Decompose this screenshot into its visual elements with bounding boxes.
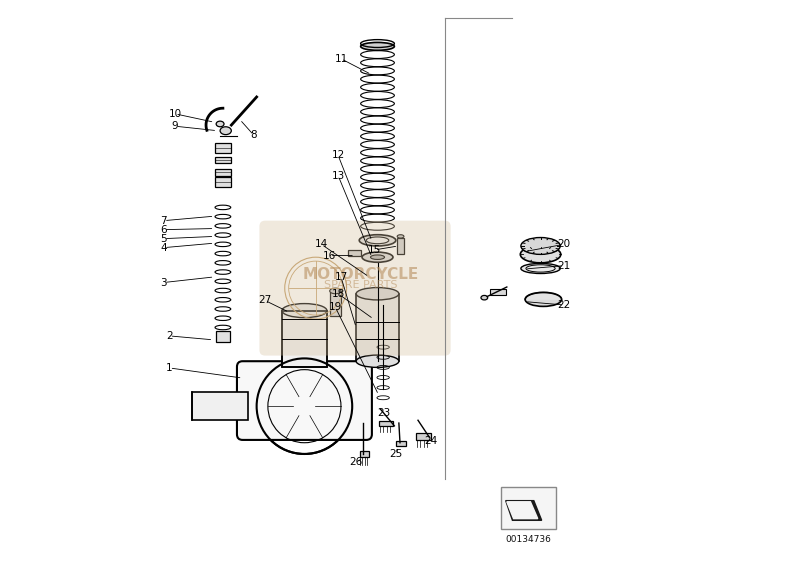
Text: 1: 1	[166, 363, 173, 373]
Ellipse shape	[356, 288, 399, 300]
Text: 27: 27	[258, 295, 272, 306]
Ellipse shape	[520, 246, 561, 263]
Text: 6: 6	[161, 225, 167, 234]
Text: 13: 13	[331, 171, 345, 181]
Text: 17: 17	[334, 272, 347, 282]
Ellipse shape	[282, 303, 327, 318]
Bar	[378, 421, 394, 427]
Polygon shape	[507, 502, 538, 519]
Text: 21: 21	[558, 260, 570, 271]
Text: 8: 8	[250, 130, 257, 140]
Ellipse shape	[521, 263, 560, 273]
Bar	[396, 441, 406, 446]
Ellipse shape	[330, 288, 341, 294]
Text: 24: 24	[424, 436, 438, 446]
Bar	[216, 332, 230, 341]
Ellipse shape	[216, 121, 224, 127]
Bar	[282, 311, 327, 367]
FancyBboxPatch shape	[259, 221, 450, 355]
Text: MOTORCYCLE: MOTORCYCLE	[302, 267, 418, 281]
Bar	[397, 237, 404, 254]
Text: 12: 12	[331, 150, 345, 160]
Bar	[501, 486, 556, 529]
Bar	[490, 289, 506, 295]
Text: 11: 11	[334, 54, 347, 64]
Text: 26: 26	[350, 458, 362, 467]
Ellipse shape	[356, 355, 399, 367]
Text: 15: 15	[368, 245, 382, 255]
Polygon shape	[506, 501, 542, 520]
Bar	[416, 433, 431, 440]
Text: 5: 5	[161, 234, 167, 244]
Text: 9: 9	[172, 121, 178, 131]
FancyBboxPatch shape	[237, 361, 372, 440]
Text: 18: 18	[331, 289, 345, 299]
Ellipse shape	[220, 127, 231, 134]
Bar	[215, 143, 230, 153]
Text: 25: 25	[389, 449, 402, 459]
Bar	[282, 311, 327, 367]
Text: SPARE PARTS: SPARE PARTS	[324, 280, 398, 290]
Bar	[330, 291, 341, 316]
Text: 20: 20	[558, 239, 570, 249]
Bar	[215, 169, 230, 176]
Bar	[359, 451, 369, 457]
Text: 22: 22	[558, 300, 570, 310]
Bar	[348, 250, 361, 255]
Ellipse shape	[370, 255, 385, 259]
Text: 14: 14	[314, 239, 328, 249]
Text: 4: 4	[161, 242, 167, 253]
Ellipse shape	[397, 234, 404, 238]
Ellipse shape	[481, 295, 488, 300]
Text: 19: 19	[329, 302, 342, 312]
Bar	[356, 294, 399, 361]
Ellipse shape	[361, 42, 394, 50]
Ellipse shape	[521, 237, 560, 254]
Text: 3: 3	[161, 277, 167, 288]
Text: 16: 16	[323, 250, 336, 260]
Text: 00134736: 00134736	[506, 536, 552, 545]
Bar	[215, 177, 230, 187]
Text: 7: 7	[161, 216, 167, 225]
Ellipse shape	[525, 292, 562, 306]
Ellipse shape	[359, 234, 396, 246]
Ellipse shape	[366, 237, 389, 244]
Bar	[192, 392, 248, 420]
Text: 10: 10	[169, 109, 182, 119]
Ellipse shape	[362, 252, 393, 262]
Bar	[215, 157, 230, 163]
Text: 2: 2	[166, 331, 173, 341]
Text: 23: 23	[378, 408, 391, 418]
